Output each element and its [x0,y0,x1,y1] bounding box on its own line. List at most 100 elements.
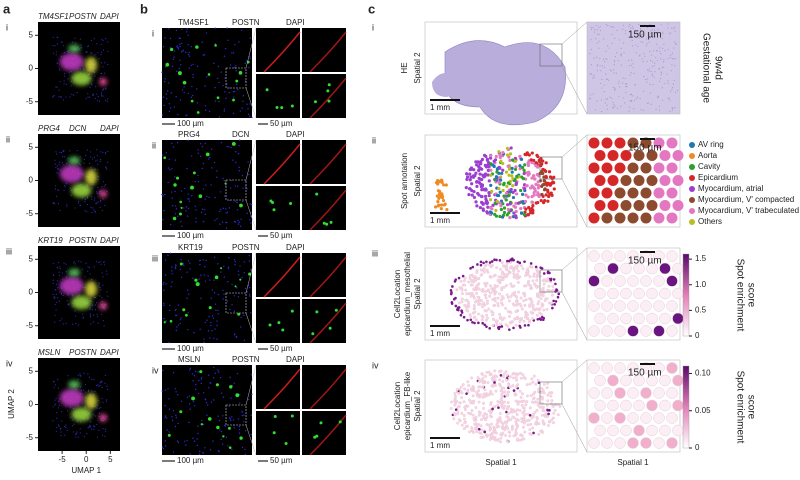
spot [488,371,491,374]
cell-dot [75,207,76,208]
he-texture [672,107,673,108]
cell-dot [81,47,82,48]
cell-dot [107,162,108,163]
spot [492,312,495,315]
nucleus [163,284,164,285]
zoom-image [256,253,300,297]
zoom-image [302,253,346,297]
he-texture [625,78,626,79]
nucleus [226,146,227,147]
nucleus [234,44,235,45]
cell-dot [89,309,90,310]
cell-dot [63,150,64,151]
nucleus [185,444,186,445]
spot [523,420,526,423]
he-texture [631,94,632,95]
green-signal [277,321,280,324]
spot [482,316,485,319]
spot [492,437,495,440]
spot [552,289,555,292]
nucleus [245,430,246,431]
spot [515,324,518,327]
cell-dot [105,431,106,432]
cell-dot [58,426,59,427]
cell-dot [95,309,96,310]
spot [589,188,600,199]
spot [494,405,497,408]
cell-dot [97,164,98,165]
spot [456,422,459,425]
cell-dot [99,295,100,296]
spot [628,438,639,449]
spot [507,174,510,177]
green-signal [315,435,318,438]
spot [511,425,514,428]
spot [489,261,492,264]
nucleus [177,114,178,115]
cell-dot [69,72,70,73]
spot [595,313,606,324]
spot [458,306,461,309]
spot [490,435,493,438]
nucleus [175,267,176,268]
he-texture [648,70,649,71]
spot [553,187,556,190]
nucleus [214,328,215,329]
spot [532,397,535,400]
green-signal [197,111,200,114]
spot [516,413,519,416]
scale-label: 100 µm [177,456,204,465]
spot [493,258,496,261]
spot [494,209,497,212]
spot [470,182,473,185]
nucleus [248,399,249,400]
spot [512,377,515,380]
green-signal [199,194,203,198]
spot [517,291,520,294]
spot [545,280,548,283]
he-texture [594,32,595,33]
spot [495,176,498,179]
he-texture [667,80,668,81]
nucleus [162,446,163,447]
spot [491,264,494,267]
nucleus [211,167,212,168]
spot [510,311,513,314]
spot [450,401,453,404]
green-signal [182,308,185,311]
he-texture [639,55,640,56]
spot [498,215,501,218]
roman-numeral: iii [372,248,378,258]
nucleus [214,87,215,88]
spot [513,275,516,278]
cluster [71,407,91,421]
nucleus [250,312,251,313]
he-texture [632,45,633,46]
he-texture [660,78,661,79]
spot [634,425,645,436]
nucleus [239,426,240,427]
cell-dot [57,168,58,169]
nucleus [233,113,234,114]
spot [522,292,525,295]
spot [489,154,492,157]
spot [462,383,465,386]
spot [531,401,534,404]
cell-dot [93,429,94,430]
spot [667,363,678,374]
spot [440,203,443,206]
spot [547,195,550,198]
he-texture [653,50,654,51]
he-texture [649,68,650,69]
nucleus [168,342,169,343]
nucleus [238,41,239,42]
cell-dot [99,287,100,288]
cell-dot [86,98,87,99]
spot [595,375,606,386]
nucleus [186,271,187,272]
nucleus [176,417,177,418]
spot [602,438,613,449]
he-texture [636,98,637,99]
cell-dot [102,285,103,286]
cell-dot [55,309,56,310]
